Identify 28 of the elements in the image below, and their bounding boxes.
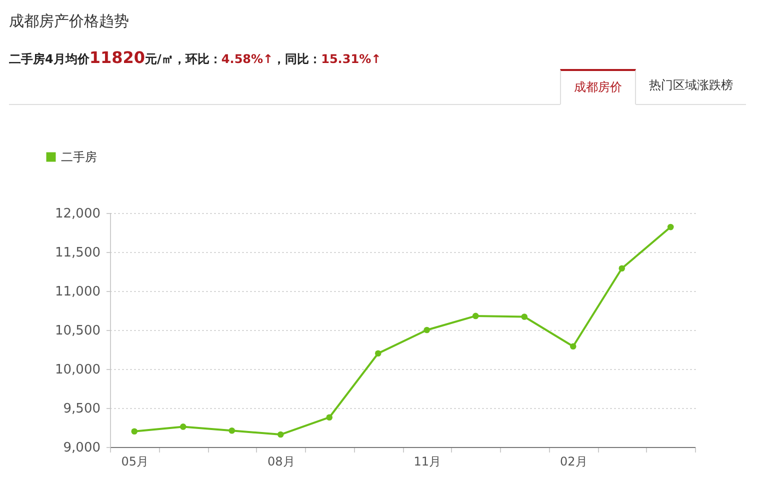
y-tick-label: 11,500 [55, 246, 100, 260]
point [374, 350, 382, 357]
point [180, 424, 186, 430]
point [667, 224, 674, 230]
x-tick-label: 02月 [560, 454, 588, 468]
y-tick-label: 10,000 [55, 362, 100, 378]
x-tick-label: 11月 [414, 454, 442, 468]
legend-label: 二手房 [61, 150, 97, 164]
y-tick-label: 11,000 [55, 284, 100, 300]
y-tick-label: 10,500 [55, 324, 100, 338]
point [277, 431, 284, 438]
text: 成都房价 [560, 69, 636, 105]
text: 热门区域涨跌榜 [648, 77, 734, 94]
y-tick-label: 9,000 [63, 440, 100, 456]
point [618, 265, 626, 272]
point [131, 428, 138, 435]
x-tick-label: 08月 [267, 454, 295, 468]
y-tick-label: 12,000 [55, 206, 100, 222]
chart-subtitle: 二手房4月均价11820元/㎡，环比：4.58%↑，同比：15.31%↑ [9, 48, 382, 67]
point [472, 312, 479, 320]
point [424, 326, 430, 334]
point [326, 414, 333, 421]
point [570, 343, 576, 350]
chart-title: 成都房产价格趋势 [9, 12, 129, 31]
point [228, 427, 236, 434]
x-tick-label: 05月 [121, 454, 149, 468]
y-tick-label: 9,500 [63, 402, 100, 416]
point [521, 314, 528, 320]
